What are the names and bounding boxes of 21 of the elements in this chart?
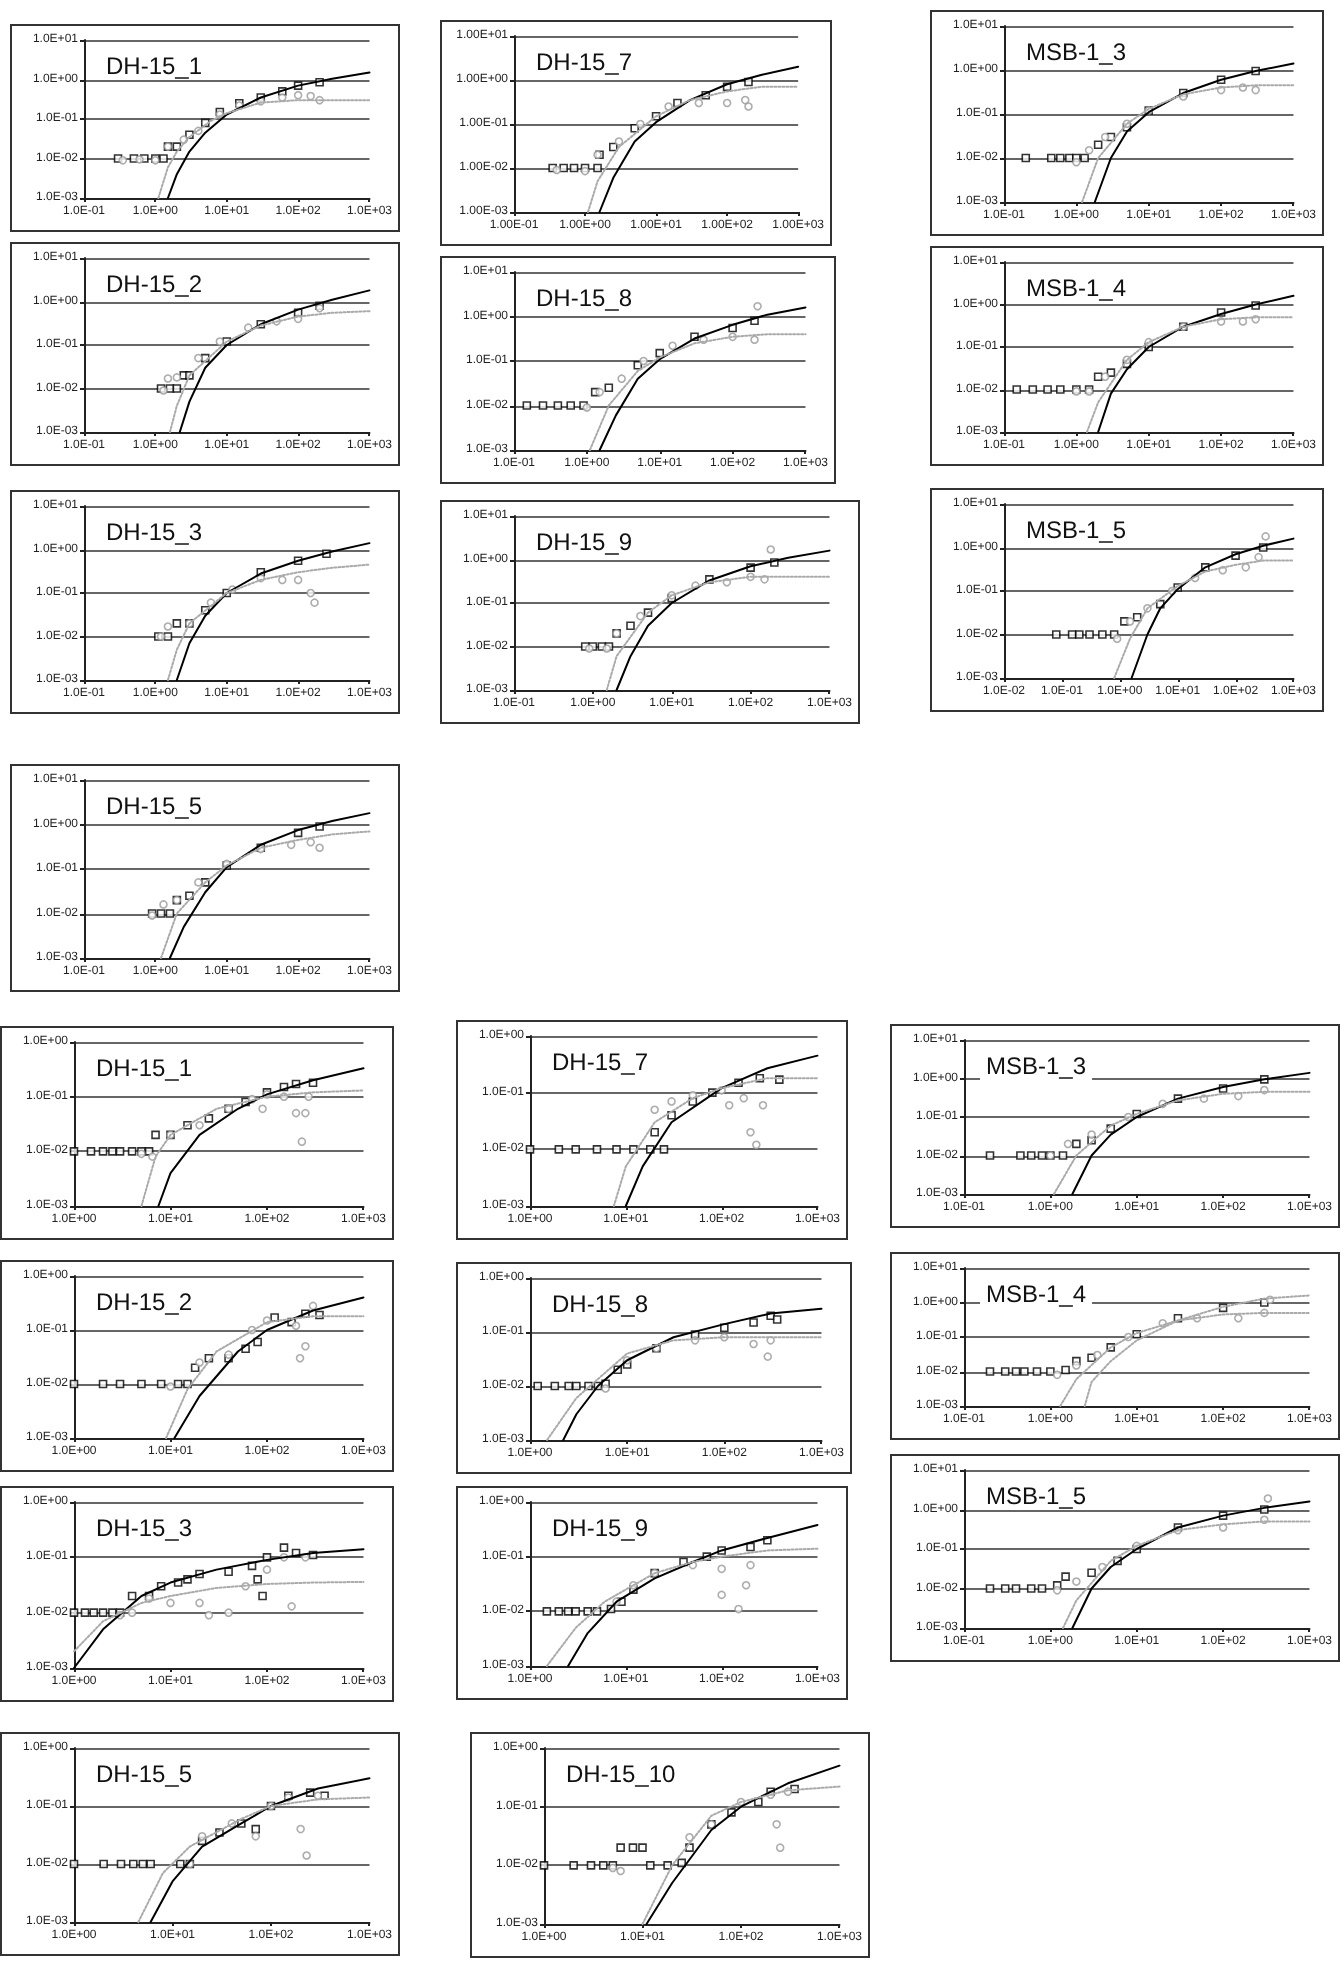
text: DH-15_3 [96,1514,193,1542]
text: DH-15_3 [106,518,203,546]
text: DH-15_9 [536,528,633,556]
text: DH-15_8 [536,284,633,312]
text: DH-15_1 [96,1054,193,1082]
text: DH-15_7 [536,48,633,76]
text: DH-15_10 [566,1760,677,1788]
text: DH-15_2 [106,270,203,298]
text: DH-15_8 [552,1290,649,1318]
text: MSB-1_4 [986,1280,1087,1308]
text: DH-15_7 [552,1048,649,1076]
text: DH-15_5 [96,1760,193,1788]
text: MSB-1_4 [1026,274,1127,302]
text: DH-15_5 [106,792,203,820]
text: MSB-1_5 [1026,516,1127,544]
text: DH-15_1 [106,52,203,80]
text: DH-15_2 [96,1288,193,1316]
text: MSB-1_3 [1026,38,1127,66]
text: MSB-1_5 [986,1482,1087,1510]
text: DH-15_9 [552,1514,649,1542]
text: MSB-1_3 [986,1052,1087,1080]
